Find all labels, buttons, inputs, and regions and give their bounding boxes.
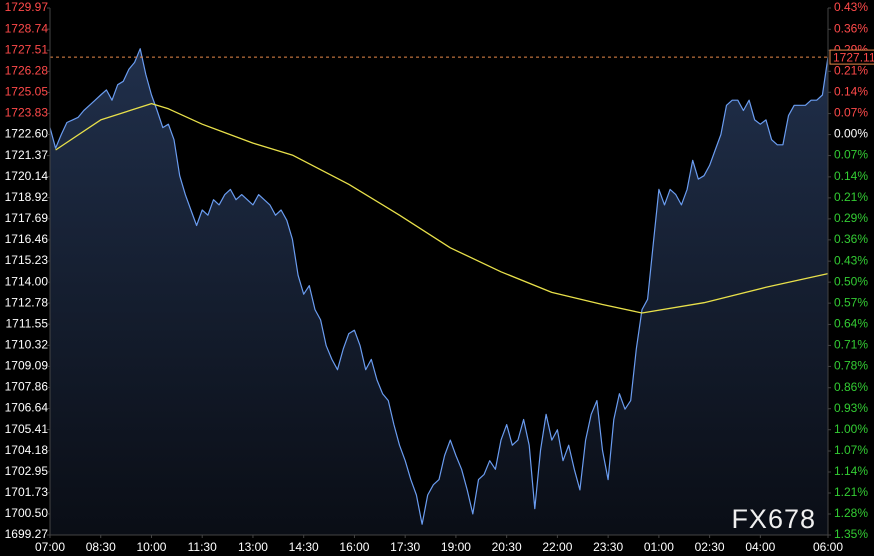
y-tick-label: 1705.41 bbox=[5, 422, 49, 436]
x-tick-label: 22:00 bbox=[542, 540, 572, 554]
x-tick-label: 02:30 bbox=[695, 540, 725, 554]
y-tick-label: 1727.51 bbox=[5, 42, 49, 56]
y-tick-label: 1704.18 bbox=[5, 443, 49, 457]
y-tick-label: 1706.64 bbox=[5, 401, 49, 415]
x-tick-label: 14:30 bbox=[289, 540, 319, 554]
y-tick-label: 1701.73 bbox=[5, 485, 49, 499]
y2-tick-label: 0.00% bbox=[834, 127, 868, 141]
y2-tick-label: 0.21% bbox=[834, 63, 868, 77]
x-tick-label: 20:30 bbox=[492, 540, 522, 554]
y-tick-label: 1720.14 bbox=[5, 169, 49, 183]
moving-average-line bbox=[55, 102, 829, 314]
y2-tick-label: 0.43% bbox=[834, 0, 868, 14]
y2-tick-label: 0.29% bbox=[834, 211, 868, 225]
x-tick-label: 07:00 bbox=[35, 540, 65, 554]
current-price-box bbox=[829, 49, 874, 65]
y-tick-label: 1699.27 bbox=[5, 527, 49, 541]
y2-tick-label: 1.07% bbox=[834, 443, 868, 457]
x-tick-label: 11:30 bbox=[188, 540, 217, 554]
x-tick-label: 23:30 bbox=[593, 540, 623, 554]
y-tick-label: 1710.32 bbox=[5, 337, 49, 351]
watermark: FX678 bbox=[731, 504, 816, 534]
y2-tick-label: 1.35% bbox=[834, 527, 868, 541]
y2-tick-label: 0.86% bbox=[834, 380, 868, 394]
x-tick-label: 13:00 bbox=[238, 540, 268, 554]
y-tick-label: 1714.00 bbox=[5, 274, 49, 288]
plot-area bbox=[49, 48, 829, 535]
y2-tick-label: 0.64% bbox=[834, 317, 868, 331]
y2-tick-label: 0.50% bbox=[834, 274, 868, 288]
y-tick-label: 1712.78 bbox=[5, 295, 49, 309]
current-price-label: 1727.11 bbox=[833, 50, 874, 64]
y-tick-label: 1702.95 bbox=[5, 464, 49, 478]
x-tick-label: 06:00 bbox=[813, 540, 843, 554]
x-tick-label: 01:00 bbox=[644, 540, 674, 554]
y-tick-label: 1707.86 bbox=[5, 380, 49, 394]
y-tick-label: 1716.46 bbox=[5, 232, 49, 246]
y-tick-label: 1728.74 bbox=[5, 21, 49, 35]
y-tick-label: 1721.37 bbox=[5, 148, 49, 162]
y-tick-label: 1725.05 bbox=[5, 85, 49, 99]
y2-tick-label: 0.14% bbox=[834, 84, 868, 98]
y2-tick-label: 1.28% bbox=[834, 506, 868, 520]
y2-tick-label: 0.57% bbox=[834, 295, 868, 309]
price-line bbox=[49, 48, 829, 525]
x-tick-label: 08:30 bbox=[86, 540, 116, 554]
y2-tick-label: 1.00% bbox=[834, 422, 868, 436]
y2-tick-label: 0.36% bbox=[834, 232, 868, 246]
x-tick-label: 10:00 bbox=[136, 540, 166, 554]
y2-tick-label: 0.07% bbox=[834, 106, 868, 120]
price-area bbox=[50, 48, 828, 535]
y-tick-label: 1715.23 bbox=[5, 253, 49, 267]
y2-tick-label: 0.78% bbox=[834, 359, 868, 373]
x-tick-label: 17:30 bbox=[390, 540, 420, 554]
y2-tick-label: 0.14% bbox=[834, 169, 868, 183]
y-tick-label: 1711.55 bbox=[6, 316, 49, 330]
y2-tick-label: 0.07% bbox=[834, 148, 868, 162]
y-tick-label: 1722.60 bbox=[5, 127, 49, 141]
y-tick-label: 1709.09 bbox=[5, 359, 49, 373]
y2-tick-label: 1.14% bbox=[834, 464, 868, 478]
y2-tick-label: 1.21% bbox=[834, 485, 868, 499]
y2-tick-label: 0.93% bbox=[834, 401, 868, 415]
y-tick-label: 1700.50 bbox=[5, 506, 49, 520]
y-tick-label: 1729.97 bbox=[5, 0, 49, 14]
y-tick-label: 1726.28 bbox=[5, 64, 49, 78]
y2-tick-label: 0.21% bbox=[834, 190, 868, 204]
y2-tick-label: 0.36% bbox=[834, 21, 868, 35]
y-tick-label: 1723.83 bbox=[5, 106, 49, 120]
x-tick-label: 04:00 bbox=[745, 540, 775, 554]
y2-tick-label: 0.43% bbox=[834, 253, 868, 267]
x-tick-label: 16:00 bbox=[339, 540, 369, 554]
x-tick-label: 19:00 bbox=[441, 540, 471, 554]
y-tick-label: 1717.69 bbox=[5, 211, 49, 225]
y2-tick-label: 0.71% bbox=[834, 338, 868, 352]
y-tick-label: 1718.92 bbox=[5, 190, 49, 204]
